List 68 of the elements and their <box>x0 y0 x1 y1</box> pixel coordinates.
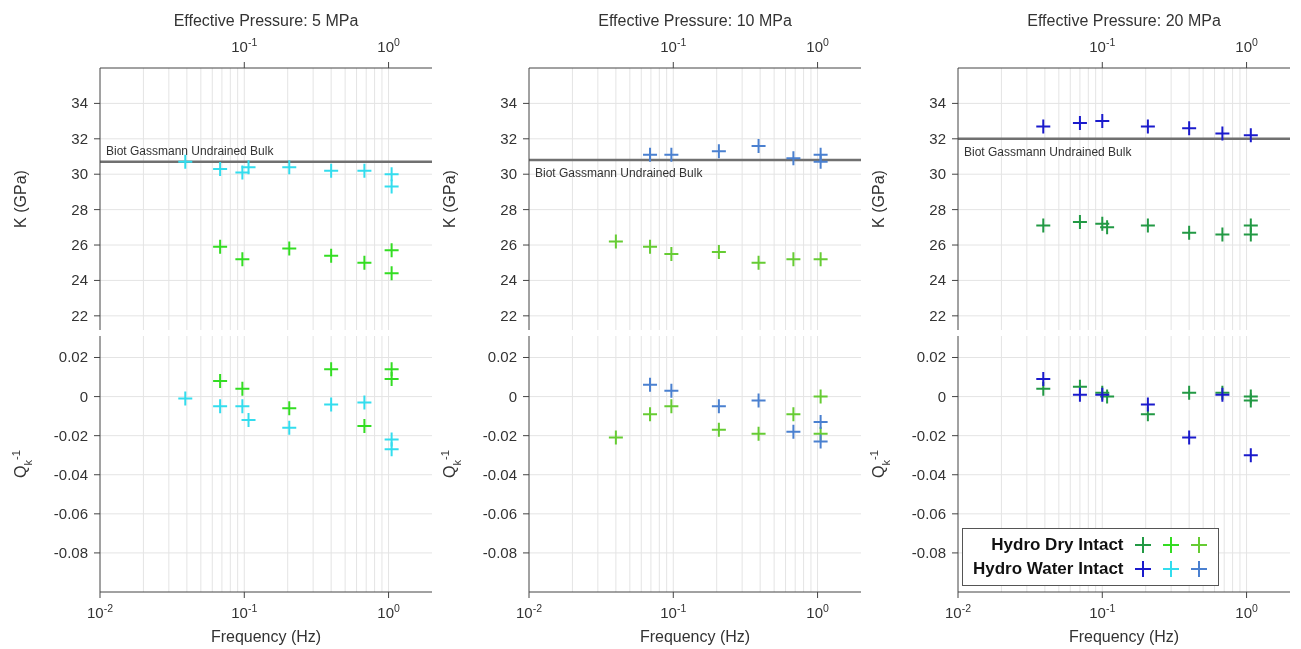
x-axis-title: Frequency (Hz) <box>210 628 322 645</box>
x-tick-label: 10$^{-2}$ <box>944 602 972 621</box>
y-tick-label: 22 <box>71 306 88 324</box>
y-tick-label: 28 <box>929 200 946 218</box>
x-tick-label: 10$^{0}$ <box>377 602 400 621</box>
x-tick-label: 10$^{-1}$ <box>1089 36 1116 55</box>
y-tick-label: 24 <box>71 271 88 289</box>
x-tick-label: 10$^{-1}$ <box>660 602 687 621</box>
y-tick-label: -0.08 <box>53 543 88 561</box>
x-tick-label: 10$^{-2}$ <box>86 602 114 621</box>
y-tick-label: 34 <box>929 94 946 112</box>
y-tick-label: 26 <box>929 236 946 254</box>
x-tick-label: 10$^{-2}$ <box>515 602 543 621</box>
y-tick-label: 24 <box>500 271 517 289</box>
x-tick-label: 10$^{-1}$ <box>660 36 687 55</box>
ref-line-label: Biot Gassmann Undrained Bulk <box>106 143 275 158</box>
y-tick-label: 22 <box>929 306 946 324</box>
legend-label: Hydro Dry Intact <box>991 534 1124 556</box>
x-axis-title: Frequency (Hz) <box>1068 628 1180 645</box>
y-tick-label: -0.04 <box>53 465 88 483</box>
y-tick-label: 22 <box>500 306 517 324</box>
chart-title: Effective Pressure: 10 MPa <box>597 12 793 30</box>
legend-label: Hydro Water Intact <box>973 558 1124 580</box>
y-axis-title: K (GPa) <box>12 170 29 228</box>
y-tick-label: -0.06 <box>911 504 946 522</box>
x-axis-title: Frequency (Hz) <box>639 628 751 645</box>
y-tick-label: 26 <box>500 236 517 254</box>
y-tick-label: 32 <box>500 129 517 147</box>
y-tick-label: 30 <box>71 165 88 183</box>
y-tick-label: 26 <box>71 236 88 254</box>
x-tick-label: 10$^{0}$ <box>806 602 829 621</box>
chart-title: Effective Pressure: 5 MPa <box>172 12 360 30</box>
y-tick-label: 0.02 <box>916 348 946 366</box>
y-tick-label: -0.08 <box>482 543 517 561</box>
y-tick-label: 30 <box>500 165 517 183</box>
x-tick-label: 10$^{0}$ <box>1235 602 1258 621</box>
y-tick-label: 32 <box>71 129 88 147</box>
x-tick-label: 10$^{0}$ <box>806 36 829 55</box>
y-tick-label: 34 <box>500 94 517 112</box>
y-tick-label: 34 <box>71 94 88 112</box>
y-tick-label: 30 <box>929 165 946 183</box>
y-tick-label: 28 <box>500 200 517 218</box>
y-tick-label: 0 <box>937 387 946 405</box>
y-tick-label: -0.02 <box>911 426 946 444</box>
y-tick-label: -0.04 <box>911 465 946 483</box>
ref-line-label: Biot Gassmann Undrained Bulk <box>964 144 1133 159</box>
x-tick-label: 10$^{-1}$ <box>1089 602 1116 621</box>
y-tick-label: -0.06 <box>482 504 517 522</box>
y-tick-label: -0.08 <box>911 543 946 561</box>
y-tick-label: -0.04 <box>482 465 517 483</box>
y-tick-label: 24 <box>929 271 946 289</box>
ref-line-label: Biot Gassmann Undrained Bulk <box>535 166 704 181</box>
y-axis-title: K (GPa) <box>870 170 887 228</box>
y-tick-label: 0.02 <box>58 348 88 366</box>
y-tick-label: 32 <box>929 129 946 147</box>
chart-title: Effective Pressure: 20 MPa <box>1026 12 1222 30</box>
y-tick-label: 0.02 <box>487 348 517 366</box>
y-tick-label: -0.06 <box>53 504 88 522</box>
x-tick-label: 10$^{-1}$ <box>231 36 258 55</box>
x-tick-label: 10$^{0}$ <box>377 36 400 55</box>
y-tick-label: -0.02 <box>482 426 517 444</box>
x-tick-label: 10$^{0}$ <box>1235 36 1258 55</box>
y-axis-title: K (GPa) <box>441 170 458 228</box>
y-tick-label: -0.02 <box>53 426 88 444</box>
y-tick-label: 0 <box>79 387 88 405</box>
y-tick-label: 0 <box>508 387 517 405</box>
y-tick-label: 28 <box>71 200 88 218</box>
x-tick-label: 10$^{-1}$ <box>231 602 258 621</box>
